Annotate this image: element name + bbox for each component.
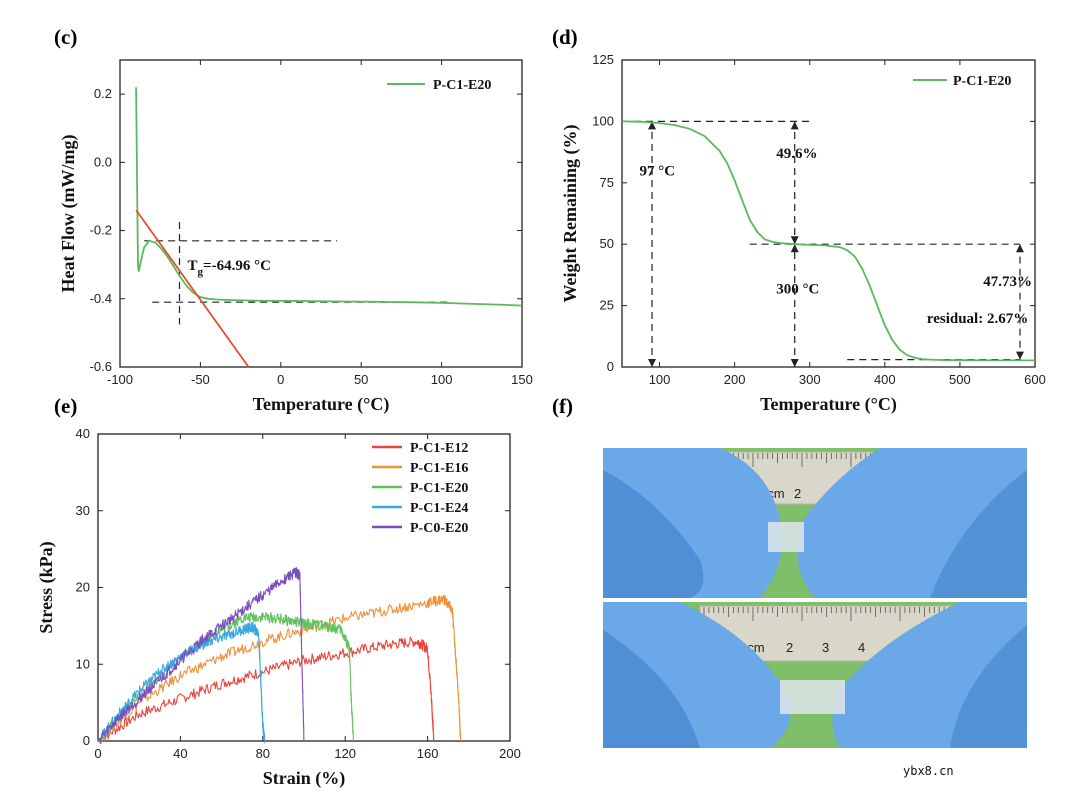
tg-annotation: Tg=-64.96 °C: [188, 258, 271, 278]
annotation-49-6: 49.6%: [776, 146, 817, 162]
x-tick-label: 400: [874, 372, 896, 387]
x-tick-label: 50: [354, 372, 368, 387]
x-tick-label: 160: [417, 746, 439, 761]
arrowhead: [648, 359, 657, 367]
series-line-tangent: [135, 209, 250, 368]
ruler-bottom-label-4: 4: [858, 640, 865, 655]
y-tick-label: 0.0: [94, 154, 112, 169]
ruler-bottom-label-3: 3: [822, 640, 829, 655]
arrowhead: [790, 236, 799, 245]
x-tick-label: 80: [256, 746, 270, 761]
glove-top-left-shadow: [603, 470, 704, 598]
x-tick-label: 300: [799, 372, 821, 387]
series-line-p-c1-e12: [97, 636, 435, 742]
panel-label-d: (d): [552, 25, 578, 49]
y-axis-label: Weight Remaining (%): [560, 124, 581, 302]
panel-label-c: (c): [54, 25, 77, 49]
y-tick-label: -0.2: [90, 223, 112, 238]
x-tick-label: 200: [724, 372, 746, 387]
x-tick-label: 200: [499, 746, 521, 761]
y-tick-label: 125: [592, 52, 614, 67]
legend-label-p-c1-e20: P-C1-E20: [433, 78, 491, 93]
x-tick-label: 500: [949, 372, 971, 387]
y-tick-label: 50: [600, 236, 614, 251]
arrowhead: [1015, 244, 1024, 253]
panel-label-f: (f): [552, 394, 573, 418]
y-tick-label: 25: [600, 298, 614, 313]
series-line-p-c0-e20: [97, 567, 305, 744]
legend-label-p-c1-e16: P-C1-E16: [410, 461, 468, 476]
x-axis-label: Temperature (°C): [760, 394, 897, 415]
x-tick-label: 150: [511, 372, 533, 387]
x-tick-label: 120: [334, 746, 356, 761]
arrowhead: [790, 359, 799, 367]
legend-label-p-c0-e20: P-C0-E20: [410, 521, 468, 536]
y-tick-label: 0.2: [94, 86, 112, 101]
x-axis-label: Strain (%): [263, 768, 346, 789]
annotation-residual-2-67: residual: 2.67%: [927, 311, 1028, 327]
y-tick-label: 75: [600, 175, 614, 190]
watermark: ybx8.cn: [903, 764, 954, 778]
arrowhead: [790, 121, 799, 130]
plot-frame-d: [621, 59, 1036, 368]
photo-top: 1cm 2 3: [603, 448, 1027, 598]
x-tick-label: 40: [173, 746, 187, 761]
ruler-bottom-label-2: 2: [786, 640, 793, 655]
y-axis-label: Stress (kPa): [36, 541, 57, 633]
x-tick-label: 0: [94, 746, 101, 761]
ruler-top-label-2: 2: [794, 486, 801, 501]
x-tick-label: 100: [431, 372, 453, 387]
x-tick-label: 0: [277, 372, 284, 387]
series-line-p-c1-e24: [97, 621, 266, 744]
legend-label-p-c1-e24: P-C1-E24: [410, 501, 468, 516]
legend-label-p-c1-e12: P-C1-E12: [410, 441, 468, 456]
y-tick-label: -0.6: [90, 359, 112, 374]
annotation-47-73: 47.73%: [983, 274, 1032, 290]
x-axis-label: Temperature (°C): [253, 394, 390, 415]
arrowhead: [1015, 351, 1024, 360]
panel-label-e: (e): [54, 394, 77, 418]
arrowhead: [648, 121, 657, 130]
y-tick-label: 30: [76, 503, 90, 518]
x-tick-label: 600: [1024, 372, 1046, 387]
film-top: [768, 522, 804, 552]
legend-label-p-c1-e20: P-C1-E20: [410, 481, 468, 496]
dsc-chart: -100 -50 0 50 100 150 -0.6 -0.4 -0.2 0.0 0.2 Temper…: [58, 59, 533, 415]
x-tick-label: -100: [107, 372, 133, 387]
y-tick-label: 10: [76, 656, 90, 671]
stretch-photo: 1cm 2 3 1cm 2 3 4: [603, 448, 1027, 748]
y-tick-label: 40: [76, 426, 90, 441]
annotation-97-c: 97 °C: [640, 163, 676, 179]
film-bottom: [780, 680, 845, 714]
stress-strain-chart: 0 40 80 120 160 200 0 10 20 30 40 Strain (%) Stress …: [36, 426, 521, 789]
plot-frame-c: [119, 59, 523, 368]
y-tick-label: 100: [592, 113, 614, 128]
y-tick-label: 0: [83, 733, 90, 748]
glove-bottom-left-shadow: [603, 630, 700, 748]
tga-chart: 100 200 300 400 500 600 0 25 50 75 100 125 Temperatu…: [560, 52, 1046, 415]
series-line-p-c1-e20: [621, 120, 1035, 362]
annotation-300-c: 300 °C: [776, 281, 819, 297]
y-tick-label: 0: [607, 359, 614, 374]
legend-label-p-c1-e20: P-C1-E20: [953, 74, 1011, 89]
series-line-p-c1-e16: [97, 595, 462, 744]
glove-top-right-shadow: [930, 470, 1027, 598]
y-tick-label: -0.4: [90, 291, 112, 306]
arrowhead: [790, 244, 799, 253]
x-tick-label: 100: [649, 372, 671, 387]
y-tick-label: 20: [76, 580, 90, 595]
glove-bottom-right-shadow: [950, 625, 1027, 748]
photo-bottom: 1cm 2 3 4: [603, 602, 1027, 748]
x-tick-label: -50: [191, 372, 210, 387]
y-axis-label: Heat Flow (mW/mg): [58, 135, 79, 293]
